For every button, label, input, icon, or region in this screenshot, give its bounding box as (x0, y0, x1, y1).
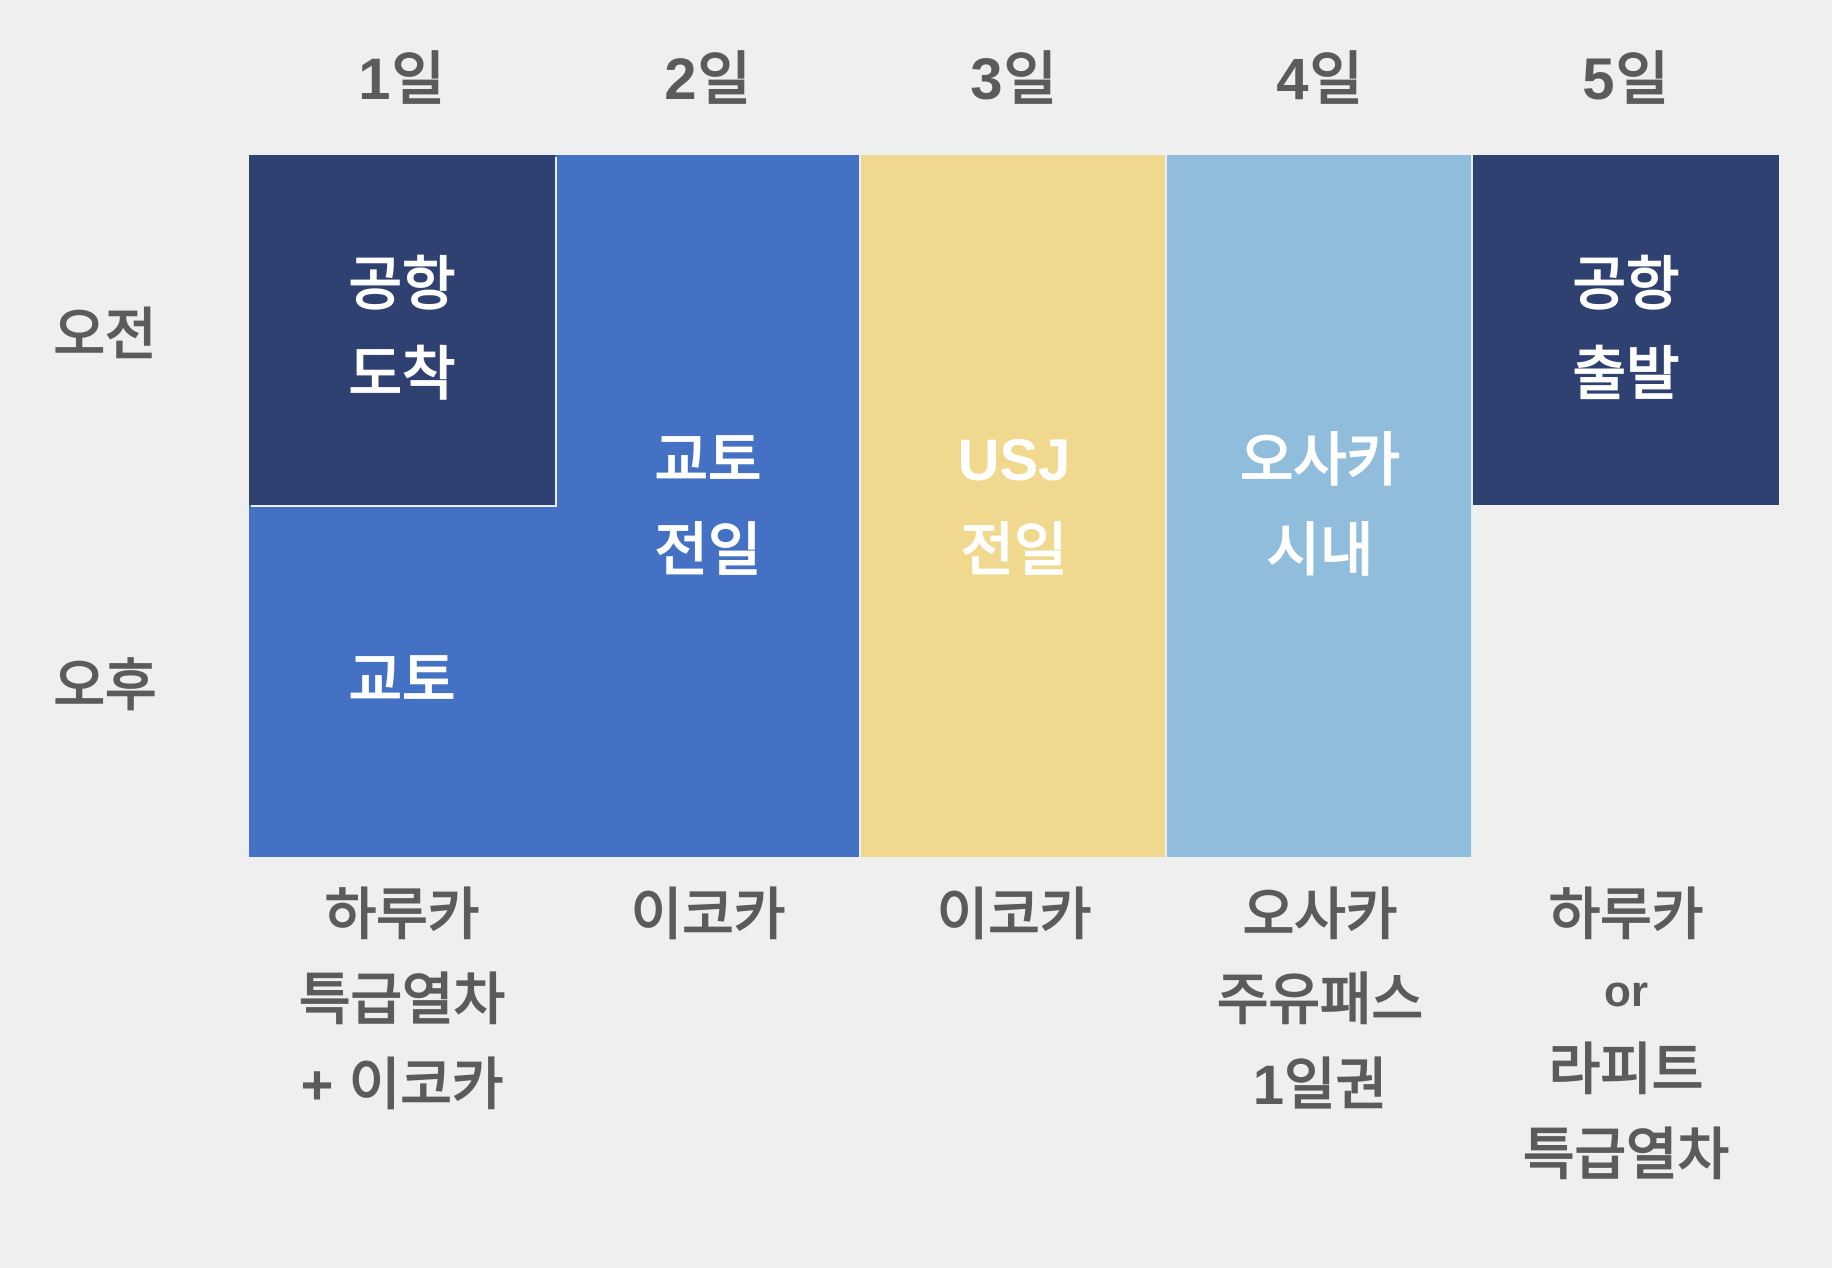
transport-line: 하루카 (324, 883, 480, 946)
transport-line: 특급열차 (298, 968, 506, 1031)
transport-line: 라피트 (1548, 1038, 1704, 1101)
transport-line: 이코카 (936, 883, 1092, 946)
transport-line: 특급열차 (1522, 1123, 1730, 1186)
transport-line: + 이코카 (300, 1053, 504, 1116)
transport-label-day2: 이코카 (555, 872, 861, 957)
day-header-3: 3일 (970, 47, 1058, 112)
block-day5-morning-airport-departure: 공항 출발 (1473, 155, 1779, 505)
day-header-4: 4일 (1276, 47, 1364, 112)
row-label-afternoon: 오후 (53, 653, 157, 717)
transport-label-day4: 오사카 주유패스 1일권 (1167, 872, 1473, 1127)
block-divider (859, 155, 861, 857)
day-header-5: 5일 (1582, 47, 1670, 112)
transport-line-or: or (1604, 967, 1648, 1016)
day-header-1: 1일 (358, 47, 446, 112)
block-day2-kyoto-fullday: 교토 전일 (555, 155, 861, 857)
transport-label-day5: 하루카 or 라피트 특급열차 (1473, 872, 1779, 1197)
row-label-morning: 오전 (53, 302, 157, 366)
block-day3-usj-fullday: USJ 전일 (861, 155, 1167, 857)
transport-line: 오사카 (1242, 883, 1398, 946)
day-header-2: 2일 (664, 47, 752, 112)
block-day4-osaka-city: 오사카 시내 (1167, 155, 1473, 857)
transport-line: 주유패스 (1216, 968, 1424, 1031)
transport-line: 1일권 (1252, 1053, 1388, 1116)
block-day1-morning-airport-arrival: 공항 도착 (249, 155, 555, 505)
transport-line: 하루카 (1548, 883, 1704, 946)
block-divider (1165, 155, 1167, 857)
block-day1-afternoon-kyoto: 교토 (249, 505, 555, 857)
transport-line: 이코카 (630, 883, 786, 946)
transport-label-day3: 이코카 (861, 872, 1167, 957)
block-divider (1471, 155, 1473, 857)
transport-label-day1: 하루카 특급열차 + 이코카 (249, 872, 555, 1127)
